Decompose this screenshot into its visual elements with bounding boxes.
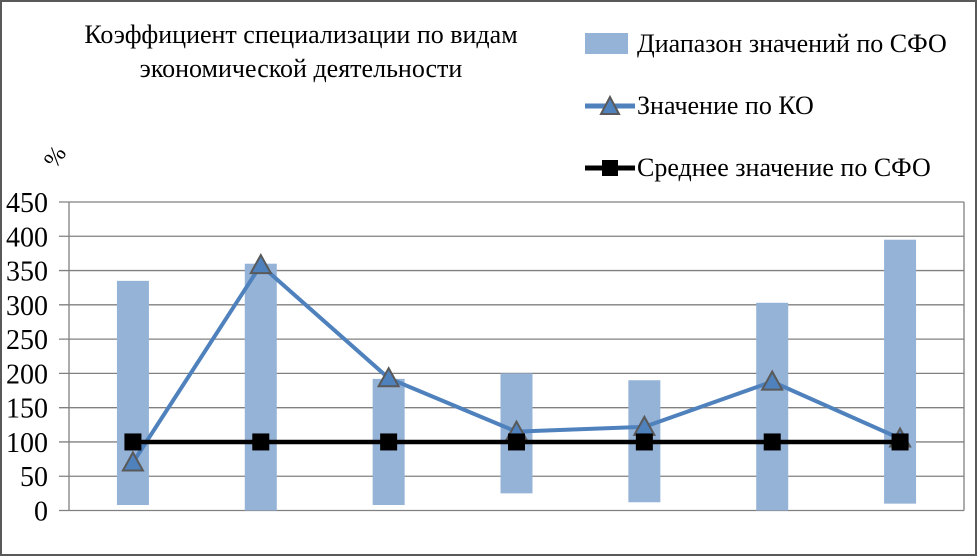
legend-item-average: Среднее значение по СФО	[585, 153, 947, 182]
square-marker-icon	[635, 433, 653, 451]
range-bar	[884, 239, 917, 504]
legend-item-label: Диапазон значений по СФО	[637, 29, 947, 58]
range-bar	[756, 302, 789, 511]
triangle-marker-icon	[121, 450, 145, 472]
range-bar-swatch-icon	[585, 33, 628, 54]
triangle-line-swatch-icon	[585, 95, 635, 115]
y-tick-label: 250	[6, 325, 48, 356]
y-tick-label: 400	[6, 222, 48, 253]
average-line-series	[124, 433, 909, 451]
range-bars-series	[116, 239, 917, 511]
legend-item-range: Диапазон значений по СФО	[585, 29, 947, 58]
y-tick-label: 50	[20, 462, 48, 493]
triangle-marker-icon	[249, 253, 273, 275]
y-tick-label: 300	[6, 291, 48, 322]
triangle-marker-icon	[376, 366, 401, 388]
y-tick-label: 200	[6, 359, 48, 390]
legend-item-ko: Значение по КО	[585, 91, 947, 120]
square-marker-icon	[252, 433, 270, 451]
ko-line-series	[121, 253, 912, 472]
range-bar	[244, 263, 277, 511]
legend-item-label: Среднее значение по СФО	[637, 153, 931, 182]
legend: Диапазон значений по СФО Значение по КО …	[585, 29, 947, 182]
square-marker-icon	[380, 433, 398, 451]
y-tick-label: 0	[34, 497, 48, 528]
triangle-marker-icon	[760, 369, 784, 391]
y-tick-label: 150	[6, 394, 48, 425]
square-marker-icon	[508, 433, 525, 451]
square-marker-icon	[763, 433, 781, 451]
legend-item-label: Значение по КО	[637, 91, 814, 120]
y-tick-label: 450	[6, 188, 48, 219]
square-marker-icon	[891, 433, 909, 451]
y-tick-label: 100	[6, 428, 48, 459]
chart-title: Коэффициент специализации по видам эконо…	[84, 20, 518, 83]
square-line-swatch-icon	[585, 160, 635, 176]
y-tick-label: 350	[6, 257, 48, 288]
square-marker-icon	[124, 433, 142, 451]
